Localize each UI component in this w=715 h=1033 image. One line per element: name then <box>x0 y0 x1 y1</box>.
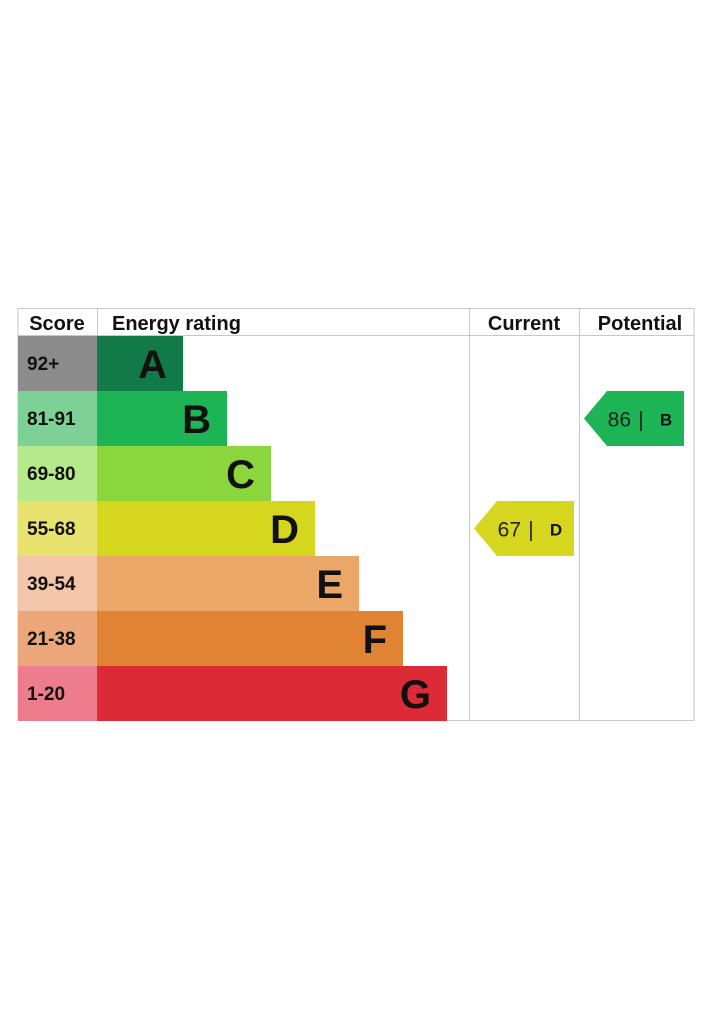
rating-bar-e <box>97 556 359 611</box>
rating-bar-g <box>97 666 447 721</box>
current-rating-value: 67 <box>498 519 521 542</box>
header-score: Score <box>29 313 85 335</box>
rating-letter-e: E <box>316 563 343 607</box>
header-current: Current <box>488 313 561 335</box>
rating-letter-f: F <box>363 618 387 662</box>
current-rating-indicator: 67 | D <box>474 501 574 556</box>
rating-bar-f <box>97 611 403 666</box>
potential-rating-separator: | <box>638 409 643 432</box>
current-rating-separator: | <box>528 519 533 542</box>
score-cell-f <box>18 611 97 666</box>
rating-letter-b: B <box>182 398 211 442</box>
score-cell-e <box>18 556 97 611</box>
score-range-a: 92+ <box>27 354 59 375</box>
score-range-c: 69-80 <box>27 464 76 485</box>
score-cell-a <box>18 336 97 391</box>
potential-rating-arrow <box>584 391 684 446</box>
rating-bar-b <box>97 391 227 446</box>
score-cell-b <box>18 391 97 446</box>
potential-rating-letter: B <box>660 411 672 430</box>
potential-rating-indicator: 86 | B <box>584 391 684 446</box>
rating-bar-d <box>97 501 315 556</box>
score-cell-c <box>18 446 97 501</box>
header-potential: Potential <box>598 313 682 335</box>
score-cell-d <box>18 501 97 556</box>
rating-bar-a <box>97 336 183 391</box>
current-rating-letter: D <box>550 521 562 540</box>
score-range-g: 1-20 <box>27 684 65 705</box>
score-cell-g <box>18 666 97 721</box>
rating-letter-g: G <box>400 673 431 717</box>
rating-bar-c <box>97 446 271 501</box>
score-range-d: 55-68 <box>27 519 76 540</box>
score-range-e: 39-54 <box>27 574 76 595</box>
rating-letter-c: C <box>226 453 255 497</box>
rating-bands: 92+ A 81-91 B 69-80 C 55-68 D 39-54 E 21-38 F 1-20 G <box>18 336 447 721</box>
score-range-f: 21-38 <box>27 629 76 650</box>
current-rating-arrow <box>474 501 574 556</box>
rating-letter-a: A <box>138 343 167 387</box>
rating-letter-d: D <box>270 508 299 552</box>
header-energy-rating: Energy rating <box>112 313 241 335</box>
potential-rating-value: 86 <box>608 409 631 432</box>
score-range-b: 81-91 <box>27 409 76 430</box>
